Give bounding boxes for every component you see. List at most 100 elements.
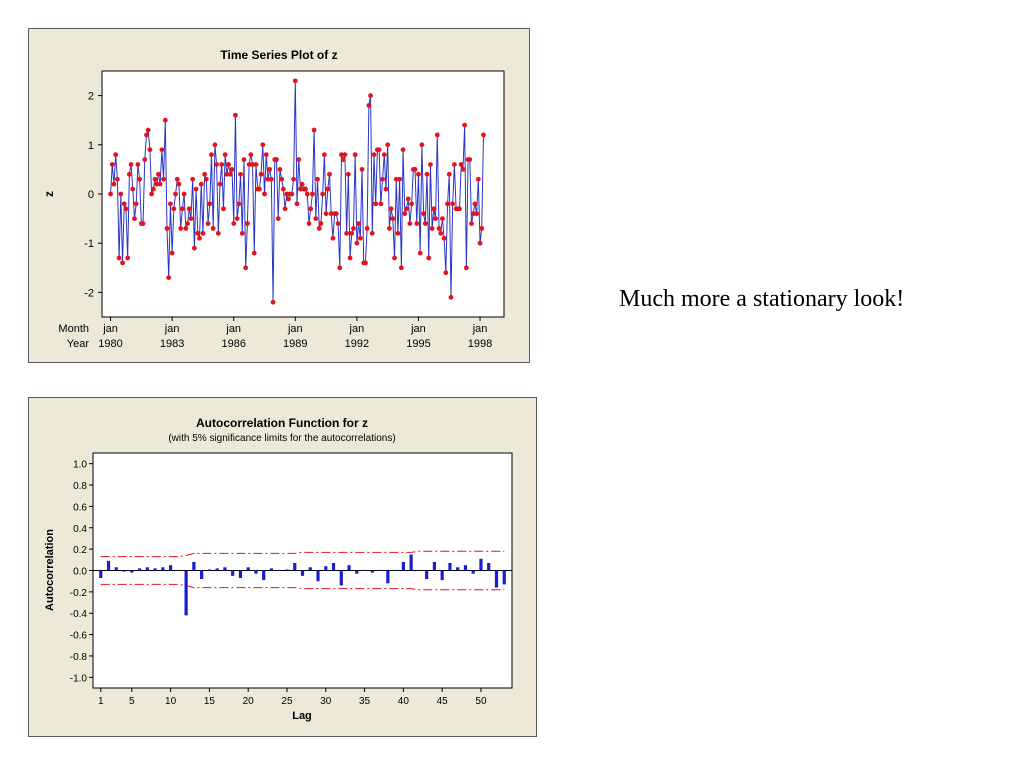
ts-data-point [226, 162, 231, 167]
acf-bar [122, 570, 126, 572]
acf-bar [130, 570, 134, 573]
acf-bar [106, 560, 111, 571]
ts-data-point [262, 191, 267, 197]
ts-xtick-month: jan [102, 323, 118, 335]
time-series-ylabel: z [42, 191, 56, 197]
time-series-y-axis: -2 -1 0 1 2 [84, 91, 102, 299]
ts-data-point [299, 181, 305, 187]
acf-ytick-label: 1.0 [73, 460, 87, 471]
acf-y-axis: 1.0 0.8 0.6 0.4 0.2 0.0 -0.2 -0.4 -0.6 -0.8 -1.0 [70, 460, 93, 684]
ts-data-point [345, 171, 351, 177]
ts-data-point [260, 142, 266, 148]
ts-data-point [205, 221, 211, 226]
ts-data-point [356, 221, 361, 226]
ts-data-point [159, 147, 165, 153]
acf-bar [370, 570, 374, 573]
acf-panel: Autocorrelation Function for z (with 5% … [28, 397, 537, 737]
ts-data-point [243, 265, 249, 271]
acf-upper-limit-line [100, 550, 505, 558]
ts-data-point [416, 171, 421, 177]
ts-data-point [438, 230, 444, 236]
ts-xtick-year: 1995 [406, 338, 430, 350]
ts-data-point [378, 201, 384, 207]
ts-data-point [215, 230, 221, 236]
ts-data-point [294, 201, 300, 207]
ts-data-point [298, 186, 303, 192]
ts-data-point [339, 152, 344, 158]
ts-data-point [292, 78, 298, 84]
acf-bar [168, 565, 173, 571]
ts-data-point [111, 181, 117, 187]
ts-data-point [414, 221, 420, 226]
ts-data-point [308, 206, 314, 212]
acf-xtick-label: 10 [165, 696, 177, 707]
ts-data-point [440, 216, 445, 222]
acf-bar [231, 570, 235, 576]
ts-data-point [472, 201, 478, 207]
ts-data-point [181, 191, 187, 197]
ts-data-point [121, 201, 127, 207]
time-series-x-axis: jan 1980 jan 1983 jan 1986 jan 1989 jan 1992 jan 19… [98, 317, 492, 350]
acf-bar [494, 570, 499, 588]
ts-data-point [267, 167, 273, 172]
ts-data-point [154, 181, 160, 187]
ts-data-point [304, 191, 310, 197]
ts-data-point [188, 216, 194, 222]
time-series-chart: Time Series Plot of z z Month Year -2 -1 0… [42, 48, 505, 350]
ts-data-point [433, 216, 438, 222]
ts-data-point [368, 93, 373, 98]
acf-ytick-label: 0.8 [73, 481, 87, 492]
acf-bar [386, 570, 390, 584]
acf-bar [285, 569, 289, 571]
ts-data-point [327, 171, 332, 177]
acf-bar [254, 570, 258, 574]
ts-data-point [481, 132, 486, 138]
ts-data-point [113, 152, 119, 158]
ts-data-point [388, 206, 394, 212]
acf-title: Autocorrelation Function for z [196, 416, 368, 430]
acf-xtick-label: 15 [204, 696, 216, 707]
acf-bar [207, 569, 211, 571]
ts-data-point [316, 226, 322, 231]
ts-data-point [118, 191, 124, 197]
ts-data-point [409, 201, 415, 207]
ts-data-point [132, 216, 137, 222]
acf-bar [277, 569, 281, 571]
ts-data-point [383, 186, 389, 192]
ts-data-point [390, 216, 396, 222]
time-series-xlabel-year: Year [67, 338, 90, 350]
acf-bar [99, 570, 103, 578]
ts-data-point [421, 211, 426, 217]
ts-data-point [123, 206, 129, 212]
ts-data-point [436, 226, 442, 231]
acf-xtick-label: 50 [475, 696, 487, 707]
acf-bar [432, 561, 437, 571]
ts-data-point [227, 171, 233, 177]
ts-data-point [207, 201, 213, 207]
ts-data-point [412, 167, 418, 172]
ts-data-point [303, 186, 308, 192]
ts-data-point [214, 162, 220, 167]
acf-ytick-label: 0.2 [73, 545, 87, 556]
ts-data-point [161, 176, 166, 182]
ts-data-point [183, 226, 189, 231]
acf-xtick-label: 30 [320, 696, 332, 707]
ts-data-point [168, 201, 173, 207]
ts-data-point [253, 162, 259, 167]
ts-data-point [428, 162, 433, 167]
acf-ytick-label: 0.6 [73, 502, 87, 513]
ts-xtick-month: jan [287, 323, 303, 335]
ts-data-point [463, 265, 469, 271]
ts-data-point [469, 221, 474, 226]
ts-data-point [115, 176, 120, 182]
ts-data-point [176, 181, 182, 187]
ts-data-point [373, 201, 379, 207]
ts-data-point [349, 230, 355, 236]
acf-bar [448, 563, 452, 571]
ts-xtick-month: jan [349, 323, 365, 335]
acf-bar [479, 558, 483, 571]
ts-data-point [376, 147, 382, 153]
ts-data-point [385, 142, 391, 148]
acf-bar [184, 570, 188, 616]
acf-ytick-label: -0.8 [70, 652, 88, 663]
